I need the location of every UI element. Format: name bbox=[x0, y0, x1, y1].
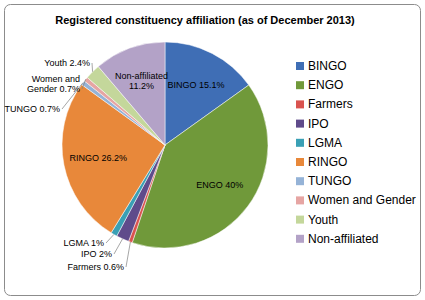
data-label-line: TUNGO 0.7% bbox=[4, 104, 60, 114]
data-label: Non-affiliated11.2% bbox=[115, 71, 168, 91]
leader-line bbox=[92, 63, 94, 72]
legend-label: Youth bbox=[308, 213, 338, 227]
data-label-line: Non-affiliated bbox=[115, 71, 168, 81]
legend: BINGO ENGO Farmers IPO LGMA RINGO TUNGO Women a… bbox=[296, 59, 416, 246]
leader-line bbox=[82, 79, 86, 89]
data-label-line: Women and bbox=[32, 74, 80, 84]
leader-line bbox=[114, 239, 123, 254]
data-label-line: IPO 2% bbox=[81, 249, 112, 259]
data-labels: BINGO 15.1% ENGO 40% Farmers 0.6% IPO 2%LGM… bbox=[4, 58, 243, 272]
data-label-line: Farmers 0.6% bbox=[67, 262, 124, 272]
data-label-line: 11.2% bbox=[129, 81, 154, 91]
legend-label: TUNGO bbox=[308, 174, 351, 188]
data-label: Women andGender 0.7% bbox=[27, 74, 80, 94]
data-label-line: LGMA 1% bbox=[63, 238, 104, 248]
legend-swatch bbox=[296, 196, 304, 204]
leader-line bbox=[106, 234, 114, 243]
data-label: RINGO 26.2% bbox=[70, 153, 128, 163]
legend-label: Farmers bbox=[308, 97, 353, 111]
legend-label: Non-affiliated bbox=[308, 232, 379, 246]
data-label-line: BINGO 15.1% bbox=[168, 80, 225, 90]
data-label-line: Youth 2.4% bbox=[44, 58, 90, 68]
legend-label: BINGO bbox=[308, 59, 347, 73]
legend-swatch bbox=[296, 81, 304, 89]
legend-swatch bbox=[296, 100, 304, 108]
legend-swatch bbox=[296, 120, 304, 128]
chart-title: Registered constituency affiliation (as … bbox=[55, 14, 355, 26]
data-label: Farmers 0.6% bbox=[67, 262, 124, 272]
data-label: IPO 2% bbox=[81, 249, 112, 259]
legend-swatch bbox=[296, 235, 304, 243]
data-label-line: RINGO 26.2% bbox=[70, 153, 128, 163]
pie-slice bbox=[98, 42, 165, 145]
data-label: LGMA 1% bbox=[63, 238, 104, 248]
legend-swatch bbox=[296, 62, 304, 70]
legend-label: LGMA bbox=[308, 136, 342, 150]
data-label-line: Gender 0.7% bbox=[27, 84, 80, 94]
legend-label: IPO bbox=[308, 117, 329, 131]
data-label: ENGO 40% bbox=[196, 180, 243, 190]
legend-swatch bbox=[296, 216, 304, 224]
data-label-line: ENGO 40% bbox=[196, 180, 243, 190]
data-label: Youth 2.4% bbox=[44, 58, 90, 68]
data-label: TUNGO 0.7% bbox=[4, 104, 60, 114]
legend-label: Women and Gender bbox=[308, 193, 416, 207]
legend-label: RINGO bbox=[308, 155, 347, 169]
chart-svg: Registered constituency affiliation (as … bbox=[0, 0, 425, 300]
leader-line bbox=[126, 242, 130, 267]
legend-swatch bbox=[296, 177, 304, 185]
data-label: BINGO 15.1% bbox=[168, 80, 225, 90]
chart-root: Registered constituency affiliation (as … bbox=[0, 0, 425, 300]
slices bbox=[62, 42, 268, 248]
chart-frame bbox=[5, 5, 421, 296]
legend-swatch bbox=[296, 139, 304, 147]
legend-swatch bbox=[296, 158, 304, 166]
legend-label: ENGO bbox=[308, 78, 343, 92]
